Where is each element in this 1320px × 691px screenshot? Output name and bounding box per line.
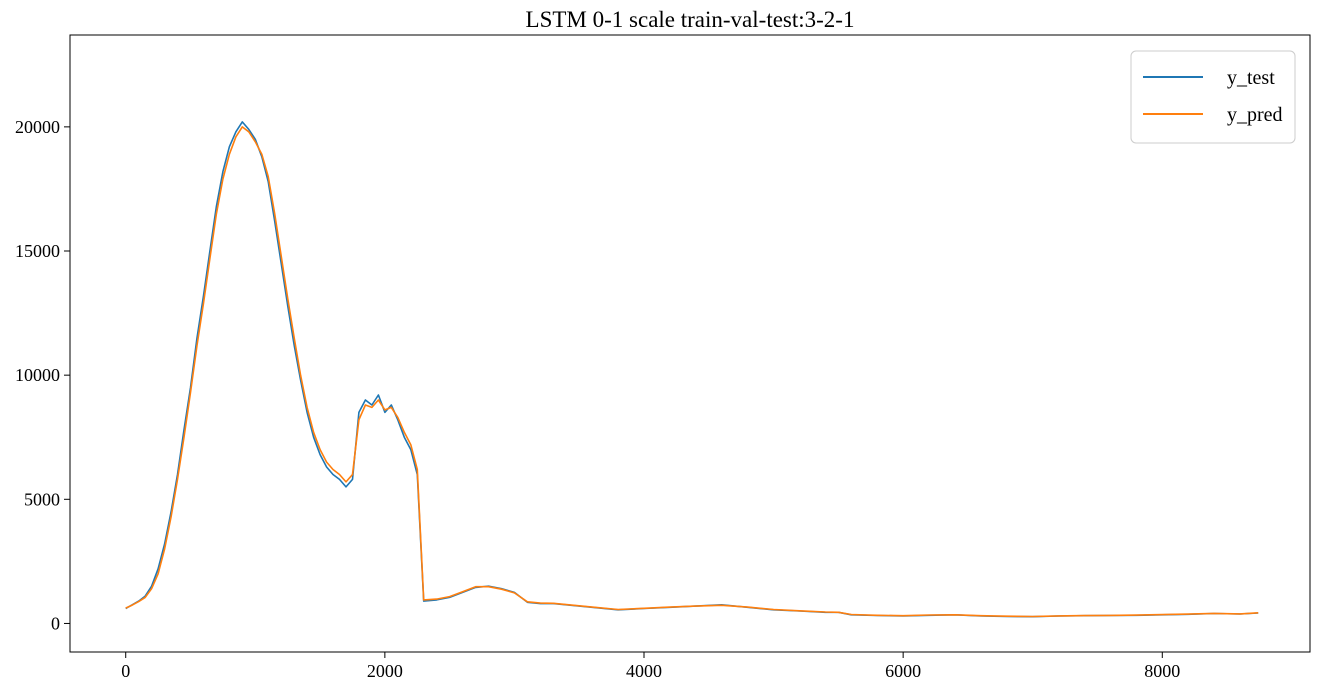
x-tick-label: 8000 (1144, 661, 1180, 681)
series-line-y-pred (125, 126, 1259, 618)
axis-ticks: 0 2000 4000 6000 8000 0 5000 10000 15000 20000 (15, 117, 1180, 681)
y-tick-label: 5000 (24, 489, 60, 509)
legend-label-y-pred: y_pred (1227, 104, 1283, 126)
legend-label-y-test: y_test (1227, 67, 1275, 89)
x-tick-label: 2000 (367, 661, 403, 681)
y-tick-label: 20000 (15, 117, 60, 137)
chart-title: LSTM 0-1 scale train-val-test:3-2-1 (526, 7, 855, 32)
x-tick-label: 0 (121, 661, 130, 681)
y-tick-label: 10000 (15, 365, 60, 385)
x-tick-label: 4000 (626, 661, 662, 681)
plot-area (125, 121, 1259, 618)
legend-box (1130, 50, 1296, 144)
y-tick-label: 15000 (15, 241, 60, 261)
axes-frame (69, 34, 1311, 653)
legend: y_test y_pred (1130, 50, 1296, 144)
y-tick-label: 0 (51, 613, 60, 633)
x-tick-label: 6000 (885, 661, 921, 681)
